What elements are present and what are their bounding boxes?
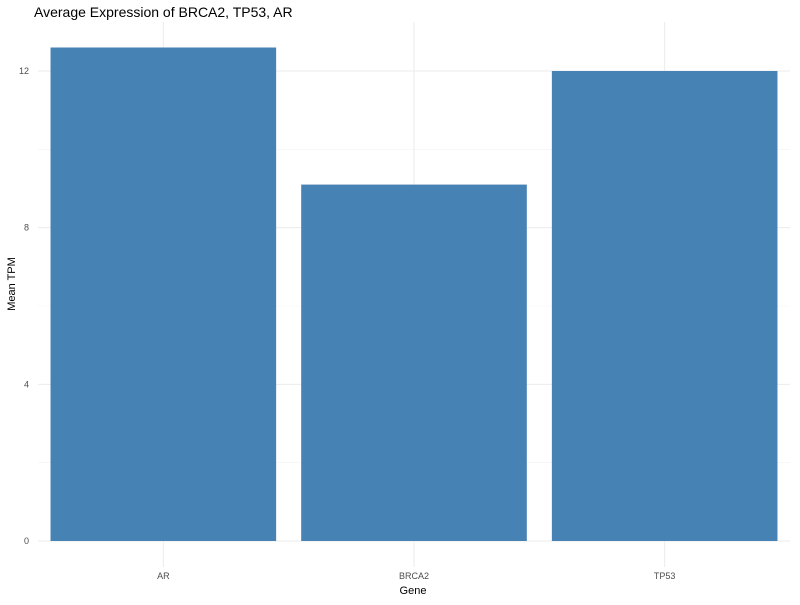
x-tick-label: AR [157, 571, 170, 581]
x-tick-label: TP53 [654, 571, 676, 581]
y-axis-ticks: 0 4 8 12 [19, 66, 29, 546]
x-tick-label: BRCA2 [399, 571, 429, 581]
y-tick-label: 0 [24, 536, 29, 546]
bar-tp53 [551, 71, 778, 541]
x-axis-ticks: AR BRCA2 TP53 [157, 571, 675, 581]
bars-layer [50, 47, 778, 542]
bar-ar [50, 47, 277, 541]
bar-brca2 [301, 184, 527, 542]
y-tick-label: 4 [24, 379, 29, 389]
y-axis-title: Mean TPM [6, 257, 18, 311]
y-tick-label: 8 [24, 223, 29, 233]
chart-title: Average Expression of BRCA2, TP53, AR [34, 4, 293, 20]
y-tick-label: 12 [19, 66, 29, 76]
x-axis-title: Gene [400, 585, 427, 597]
